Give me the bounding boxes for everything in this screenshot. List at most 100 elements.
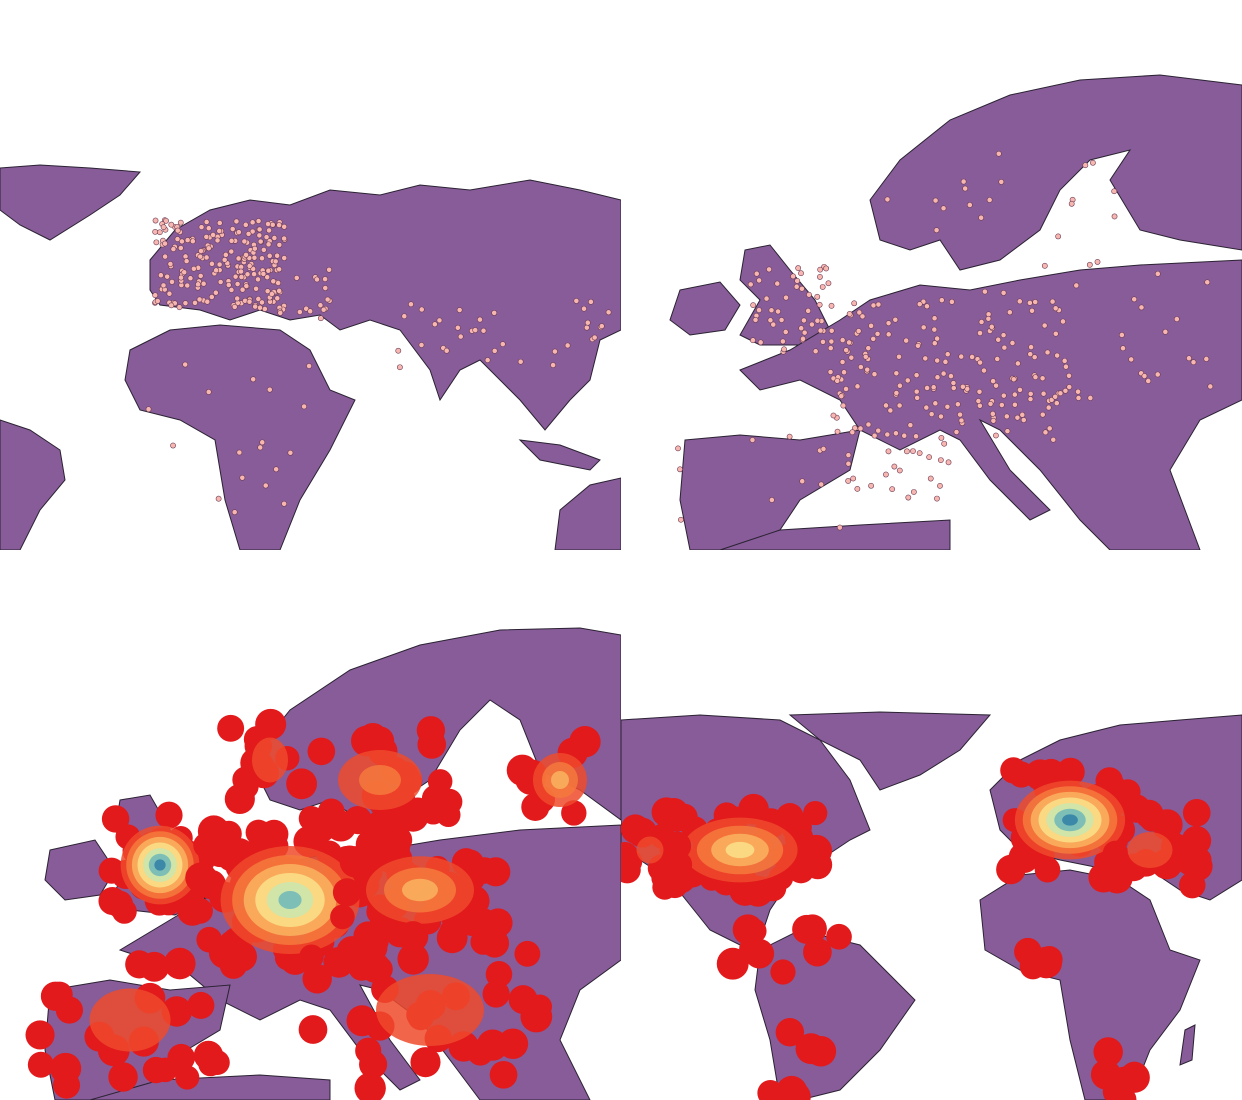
point-marker xyxy=(1027,391,1034,397)
heat-core xyxy=(1127,832,1173,868)
point-marker xyxy=(249,219,256,226)
point-marker xyxy=(1029,307,1035,314)
heat-blob xyxy=(330,904,355,930)
point-marker xyxy=(1068,200,1075,207)
point-marker xyxy=(1082,162,1089,169)
point-marker xyxy=(928,411,935,418)
point-marker xyxy=(942,358,949,365)
africa xyxy=(979,869,1201,1100)
point-marker xyxy=(767,317,774,324)
point-marker xyxy=(1111,213,1118,220)
point-marker xyxy=(814,317,821,324)
point-marker xyxy=(870,302,877,309)
heat-blob xyxy=(53,1071,81,1099)
point-marker xyxy=(266,227,272,234)
point-marker xyxy=(177,245,184,251)
point-marker xyxy=(584,319,591,326)
point-marker xyxy=(976,388,983,395)
point-marker xyxy=(456,307,463,313)
point-marker xyxy=(250,376,257,383)
heat-blob xyxy=(427,769,453,794)
point-marker xyxy=(225,282,232,288)
point-marker xyxy=(408,301,414,308)
heat-blob xyxy=(1102,840,1129,867)
point-marker xyxy=(322,285,329,291)
ireland xyxy=(669,281,741,336)
heat-blob xyxy=(561,800,587,826)
point-marker xyxy=(978,214,984,221)
heat-blob xyxy=(98,887,127,916)
heat-blob xyxy=(1181,825,1212,856)
point-marker xyxy=(958,353,965,360)
point-marker xyxy=(605,309,612,316)
point-marker xyxy=(232,273,239,280)
heat-blob xyxy=(307,737,336,766)
heat-blob xyxy=(716,947,749,980)
heat-core xyxy=(725,841,755,859)
point-marker xyxy=(809,321,815,328)
point-marker xyxy=(163,217,169,224)
heat-blob xyxy=(1088,862,1119,893)
point-marker xyxy=(800,317,807,324)
heat-blob xyxy=(152,1057,178,1083)
point-marker xyxy=(244,271,251,278)
heat-blob xyxy=(286,768,317,800)
point-marker xyxy=(184,237,191,243)
point-marker xyxy=(228,248,235,255)
point-marker xyxy=(1019,411,1026,418)
point-marker xyxy=(418,306,425,313)
point-marker xyxy=(152,228,159,235)
point-marker xyxy=(583,324,590,331)
point-marker xyxy=(1039,375,1046,382)
heat-blob xyxy=(139,951,170,982)
point-marker xyxy=(913,433,919,440)
point-marker xyxy=(1203,356,1210,362)
point-marker xyxy=(179,238,185,245)
point-marker xyxy=(1026,299,1033,306)
heat-blob xyxy=(1182,798,1211,827)
point-marker xyxy=(907,422,914,429)
heat-blob xyxy=(776,803,804,831)
point-marker xyxy=(517,358,524,365)
point-marker xyxy=(162,240,168,247)
point-marker xyxy=(301,403,308,410)
point-marker xyxy=(913,372,920,379)
heat-blob xyxy=(98,857,125,884)
heat-blob xyxy=(1121,1061,1148,1088)
point-marker xyxy=(326,266,333,273)
point-marker xyxy=(1000,332,1007,339)
point-marker xyxy=(1055,233,1062,240)
point-marker xyxy=(1009,340,1016,346)
point-marker xyxy=(1014,414,1021,421)
point-marker xyxy=(1039,411,1046,418)
point-marker xyxy=(208,294,215,300)
point-marker xyxy=(235,229,242,236)
point-marker xyxy=(257,444,264,451)
point-marker xyxy=(901,432,908,439)
heat-blob xyxy=(485,961,513,988)
point-marker xyxy=(1032,299,1039,305)
point-marker xyxy=(896,402,903,409)
point-marker xyxy=(228,287,235,293)
point-marker xyxy=(281,223,288,230)
point-marker xyxy=(1045,404,1052,411)
point-marker xyxy=(1057,390,1064,397)
point-marker xyxy=(239,286,246,293)
greenland xyxy=(0,164,142,241)
point-marker xyxy=(870,335,877,342)
heat-blob xyxy=(757,1079,784,1100)
point-marker xyxy=(178,274,184,281)
point-marker xyxy=(993,382,999,389)
north-africa xyxy=(89,1074,331,1100)
point-marker xyxy=(953,429,960,435)
point-marker xyxy=(916,450,923,457)
heat-core xyxy=(89,988,171,1052)
point-marker xyxy=(216,261,223,268)
point-marker xyxy=(257,304,263,311)
point-marker xyxy=(798,325,805,332)
point-marker xyxy=(937,482,943,489)
point-marker xyxy=(1145,378,1152,384)
point-marker xyxy=(864,366,871,373)
point-marker xyxy=(904,377,911,384)
